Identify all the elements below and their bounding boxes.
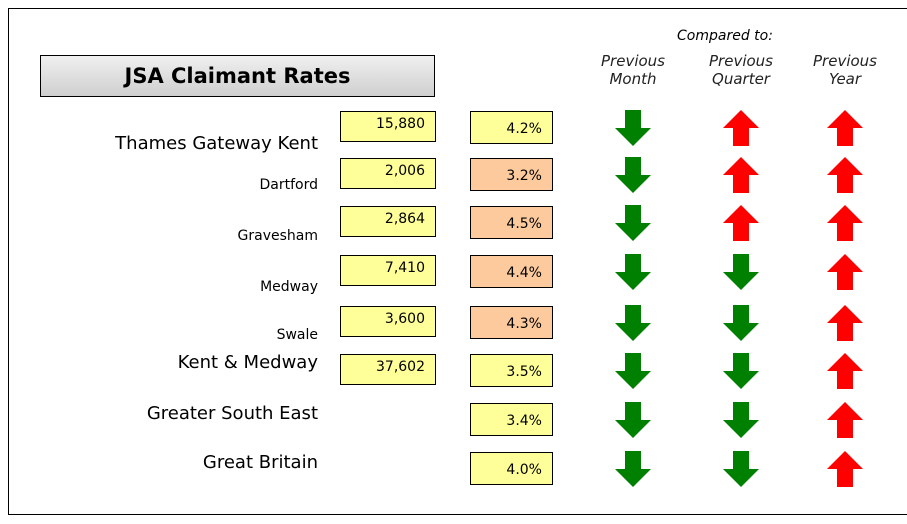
rate-cell: 4.2% xyxy=(470,111,553,144)
count-cell: 2,006 xyxy=(340,158,436,189)
row-label: Medway xyxy=(260,279,318,295)
rate-cell: 4.4% xyxy=(470,255,553,288)
trend-arrow xyxy=(827,305,863,341)
arrow-up xyxy=(827,402,863,438)
row-label: Kent & Medway xyxy=(177,352,318,373)
trend-arrow xyxy=(615,402,651,438)
trend-arrow xyxy=(827,402,863,438)
arrow-up xyxy=(723,205,759,241)
trend-arrow xyxy=(723,305,759,341)
rate-cell: 4.3% xyxy=(470,306,553,339)
arrow-down xyxy=(615,451,651,487)
trend-arrow xyxy=(723,110,759,146)
arrow-down xyxy=(723,254,759,290)
trend-arrow xyxy=(723,205,759,241)
column-header: Previous Quarter xyxy=(709,52,773,88)
arrow-up xyxy=(827,451,863,487)
arrow-up xyxy=(723,110,759,146)
arrow-up xyxy=(723,157,759,193)
trend-arrow xyxy=(615,254,651,290)
trend-arrow xyxy=(723,451,759,487)
column-header: Previous Month xyxy=(601,52,665,88)
rate-cell: 3.2% xyxy=(470,158,553,191)
count-cell: 15,880 xyxy=(340,111,436,142)
count-cell: 2,864 xyxy=(340,206,436,237)
trend-arrow xyxy=(723,157,759,193)
arrow-down xyxy=(615,205,651,241)
count-cell: 3,600 xyxy=(340,306,436,337)
trend-arrow xyxy=(723,353,759,389)
trend-arrow xyxy=(827,110,863,146)
trend-arrow xyxy=(827,254,863,290)
rate-cell: 4.0% xyxy=(470,452,553,485)
title: JSA Claimant Rates xyxy=(40,55,435,97)
trend-arrow xyxy=(723,254,759,290)
arrow-up xyxy=(827,157,863,193)
arrow-up xyxy=(827,205,863,241)
arrow-down xyxy=(615,353,651,389)
arrow-down xyxy=(615,305,651,341)
rate-cell: 3.5% xyxy=(470,354,553,387)
count-cell: 7,410 xyxy=(340,255,436,286)
trend-arrow xyxy=(827,205,863,241)
trend-arrow xyxy=(615,205,651,241)
arrow-down xyxy=(723,305,759,341)
row-label: Swale xyxy=(276,327,318,343)
rate-cell: 3.4% xyxy=(470,403,553,436)
arrow-down xyxy=(615,402,651,438)
trend-arrow xyxy=(615,353,651,389)
arrow-down xyxy=(723,402,759,438)
trend-arrow xyxy=(723,402,759,438)
rate-cell: 4.5% xyxy=(470,206,553,239)
row-label: Gravesham xyxy=(237,228,318,244)
trend-arrow xyxy=(827,157,863,193)
trend-arrow xyxy=(615,110,651,146)
compared-to: Compared to: xyxy=(677,28,773,44)
arrow-down xyxy=(615,110,651,146)
arrow-up xyxy=(827,254,863,290)
count-cell: 37,602 xyxy=(340,354,436,385)
arrow-down xyxy=(723,353,759,389)
frame xyxy=(8,8,907,515)
column-header: Previous Year xyxy=(813,52,877,88)
trend-arrow xyxy=(615,305,651,341)
arrow-down xyxy=(723,451,759,487)
row-label: Great Britain xyxy=(202,452,318,473)
arrow-up xyxy=(827,110,863,146)
trend-arrow xyxy=(827,451,863,487)
arrow-down xyxy=(615,254,651,290)
trend-arrow xyxy=(615,451,651,487)
trend-arrow xyxy=(827,353,863,389)
arrow-up xyxy=(827,353,863,389)
arrow-up xyxy=(827,305,863,341)
row-label: Thames Gateway Kent xyxy=(115,133,318,154)
arrow-down xyxy=(615,157,651,193)
trend-arrow xyxy=(615,157,651,193)
row-label: Greater South East xyxy=(146,403,318,424)
row-label: Dartford xyxy=(259,177,319,193)
